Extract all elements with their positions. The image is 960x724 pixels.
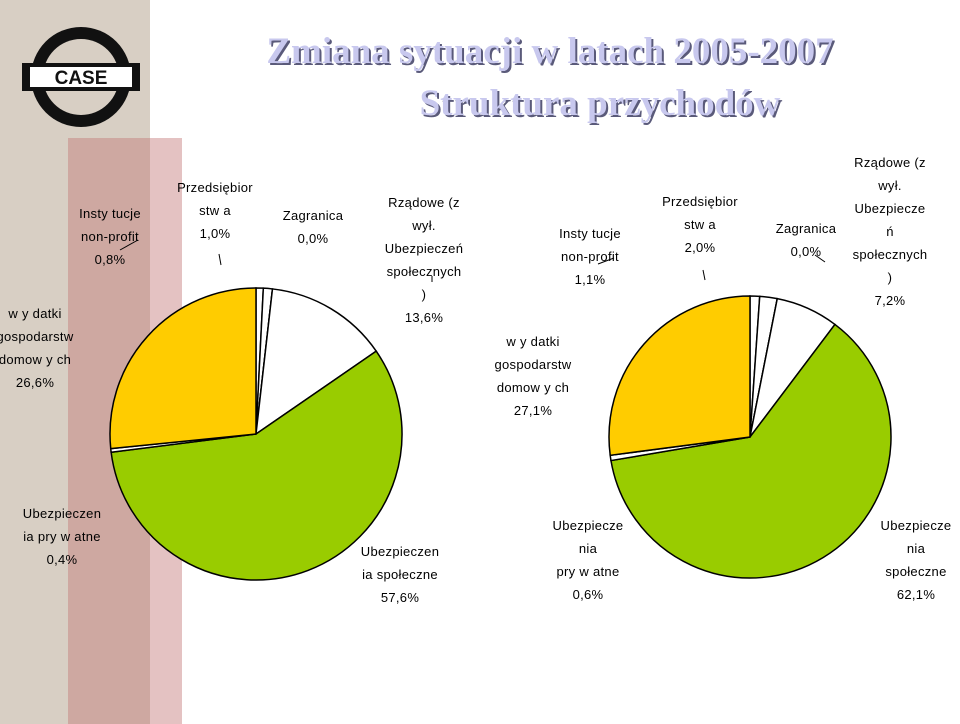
slice-label-enterprises: Przedsiębior stw a 2,0% xyxy=(662,194,738,255)
leader-line xyxy=(814,254,826,263)
chart-labels: Insty tucje non-profit 0,8% Przedsiębior stw… xyxy=(0,155,951,605)
case-logo: CASE xyxy=(22,27,140,127)
slice-label-households: w y datki gospodarstw domow y ch 27,1% xyxy=(494,334,571,418)
slice-label-social-insurance: Ubezpieczen ia społeczne 57,6% xyxy=(361,544,439,605)
slice-label-non-profit: Insty tucje non-profit 1,1% xyxy=(559,226,621,287)
slice-label-government: Rządowe (z wył. Ubezpiecze ń społecznych) 7,2… xyxy=(853,155,928,308)
leader-line xyxy=(218,253,222,266)
slice-label-private-insurance: Ubezpieczen ia pry w atne 0,4% xyxy=(23,506,101,567)
pie-slice-government xyxy=(255,288,378,436)
pie-slice-social-insurance xyxy=(110,350,403,581)
logo-text: CASE xyxy=(55,68,108,89)
leader-line xyxy=(597,257,615,265)
pie-slice-social-insurance xyxy=(610,323,892,579)
pie-slice-households xyxy=(109,287,257,450)
slice-label-social-insurance: Ubezpiecze nia społeczne 62,1% xyxy=(881,518,952,602)
leader-line xyxy=(119,239,139,251)
page-subtitle: Struktura przychodów xyxy=(419,83,781,124)
leader-line xyxy=(702,269,706,281)
pie-chart-2005 xyxy=(109,287,403,581)
slice-label-abroad: Zagranica 0,0% xyxy=(776,221,837,259)
slice-label-government: Rządowe (z wył. Ubezpieczeń społecznych) 13,… xyxy=(385,195,463,325)
slice-label-non-profit: Insty tucje non-profit 0,8% xyxy=(79,206,141,267)
slice-label-abroad: Zagranica 0,0% xyxy=(283,208,344,246)
slice-label-private-insurance: Ubezpiecze nia pry w atne 0,6% xyxy=(553,518,624,602)
pie-chart-2007 xyxy=(608,295,892,579)
slice-label-households: w y datki gospodarstw domow y ch 26,6% xyxy=(0,306,74,390)
pie-slice-households xyxy=(608,295,751,457)
slice-label-enterprises: Przedsiębior stw a 1,0% xyxy=(177,180,253,241)
page-title: Zmiana sytuacji w latach 2005-2007 xyxy=(266,31,834,72)
